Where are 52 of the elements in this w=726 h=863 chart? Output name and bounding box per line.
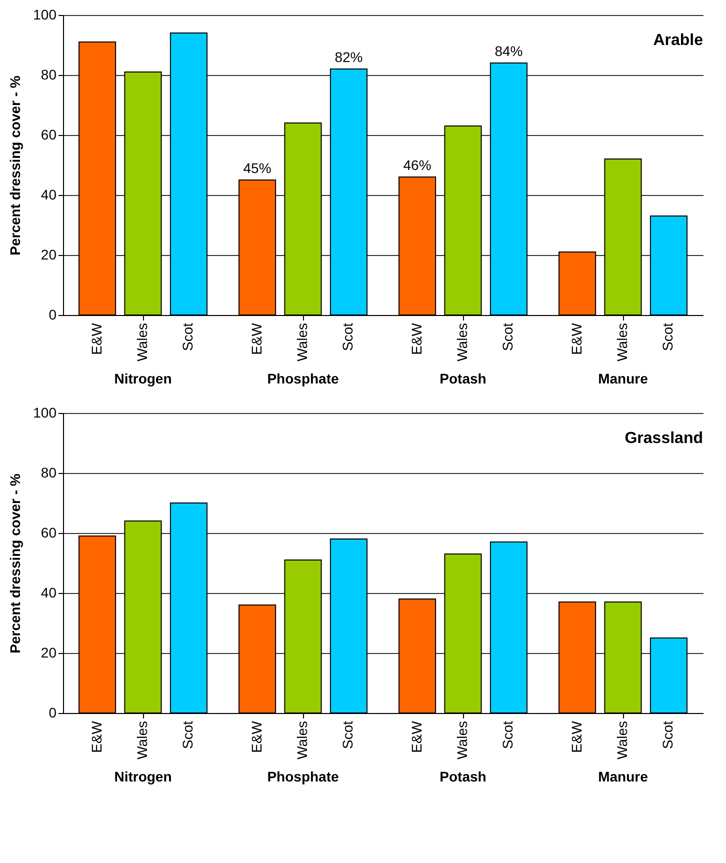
y-tick-label: 100 [33,6,57,22]
y-tick-label: 60 [40,524,57,540]
x-tick-label: Nitrogen [114,768,172,784]
text: E&W [408,721,424,753]
text: Scot [340,323,356,352]
text: E&W [88,720,104,753]
y-tick-label: 40 [40,584,57,600]
y-tick-label: 0 [48,704,57,720]
text: Scot [340,721,356,750]
y-tick-label: 60 [40,126,57,142]
x-tick-label: Manure [598,370,648,386]
y-tick-label: 100 [33,404,57,420]
x-tick-label: Potash [440,370,486,386]
text: Arable [653,32,704,49]
data-label: 84% [494,43,523,59]
y-tick-label: 20 [40,644,57,660]
y-axis-title: Percent dressing cover - % [7,75,24,256]
text: Scot [180,720,196,750]
text: Wales [454,323,470,362]
text: Wales [614,323,630,362]
text: Wales [294,323,310,362]
text: Wales [294,721,310,760]
text: E&W [568,323,584,355]
x-tick-label: Phosphate [267,370,339,386]
y-tick-label: 0 [48,306,57,322]
text: Wales [614,721,630,760]
x-tick-label: Nitrogen [114,370,172,386]
legend-label: Wales [134,721,150,760]
data-label: 45% [243,160,272,176]
text: Scot [500,323,516,352]
text: Scot [660,721,676,750]
x-tick-label: Potash [440,768,486,784]
legend-label: Wales [134,323,150,362]
y-tick-label: 80 [40,66,57,82]
x-tick-label: Manure [598,768,648,784]
text: E&W [248,721,264,753]
text: Scot [660,323,676,352]
text: Scot [180,322,196,352]
text: E&W [408,323,424,355]
text: E&W [568,721,584,753]
x-tick-label: Phosphate [267,768,339,784]
y-tick-label: 20 [40,246,57,262]
y-tick-label: 80 [40,464,57,480]
text: E&W [248,323,264,355]
data-label: 82% [334,49,363,65]
text: Scot [500,721,516,750]
y-axis-title: Percent dressing cover - % [7,473,24,654]
y-tick-label: 40 [40,186,57,202]
text: Grassland [624,430,703,447]
text: E&W [88,322,104,355]
data-label: 46% [403,157,432,173]
text: Wales [454,721,470,760]
